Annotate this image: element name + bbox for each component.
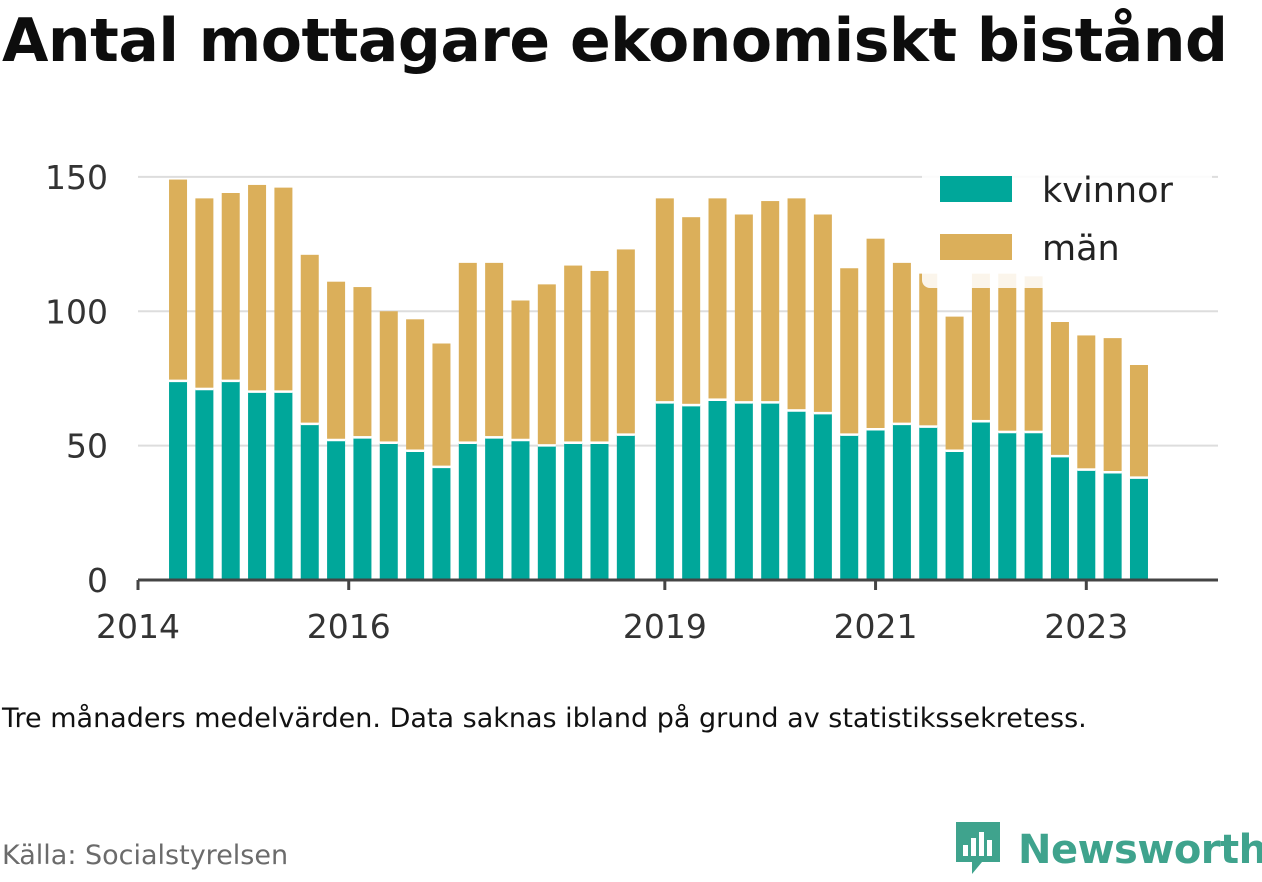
bar-man <box>406 319 425 450</box>
bar-man <box>1050 322 1069 455</box>
bar-kvinnor <box>655 402 674 580</box>
bar-man <box>458 262 477 442</box>
bar-man <box>1103 338 1122 471</box>
bar-man <box>787 198 806 410</box>
bar-man <box>379 311 398 442</box>
legend: kvinnor män <box>922 162 1212 288</box>
bar-man <box>708 198 727 399</box>
bar-kvinnor <box>274 391 293 580</box>
legend-label: män <box>1042 229 1120 269</box>
x-tick-label: 2023 <box>1044 607 1128 646</box>
bar-man <box>866 238 885 428</box>
bar-kvinnor <box>564 442 583 580</box>
x-axis-ticks: 2014 2016 2019 2021 2023 <box>96 580 1128 646</box>
bar-man <box>840 268 859 434</box>
brand[interactable]: Newsworthy <box>952 818 1262 882</box>
bar-man <box>1024 276 1043 431</box>
bar-man <box>485 262 504 437</box>
bar-kvinnor <box>300 424 319 580</box>
bar-kvinnor <box>1024 432 1043 580</box>
bar-kvinnor <box>537 445 556 580</box>
bars <box>169 179 1148 580</box>
bar-kvinnor <box>485 437 504 580</box>
bar-man <box>248 184 267 391</box>
y-tick-label: 50 <box>66 427 108 466</box>
bar-kvinnor <box>892 424 911 580</box>
bar-man <box>919 273 938 426</box>
bar-man <box>327 281 346 439</box>
bar-man <box>195 198 214 388</box>
x-tick-label: 2014 <box>96 607 180 646</box>
bar-kvinnor <box>1077 469 1096 580</box>
bar-kvinnor <box>1103 472 1122 580</box>
y-tick-label: 0 <box>87 561 108 600</box>
bar-man <box>353 287 372 437</box>
bar-kvinnor <box>998 432 1017 580</box>
footnote: Tre månaders medelvärden. Data saknas ib… <box>2 703 1087 734</box>
bar-man <box>221 193 240 380</box>
source-text: Källa: Socialstyrelsen <box>2 840 289 871</box>
bar-man <box>682 217 701 404</box>
bar-kvinnor <box>353 437 372 580</box>
bar-kvinnor <box>248 391 267 580</box>
bar-kvinnor <box>1050 456 1069 580</box>
bar-kvinnor <box>327 440 346 580</box>
bar-kvinnor <box>432 467 451 580</box>
bar-man <box>616 249 635 434</box>
bar-kvinnor <box>734 402 753 580</box>
bar-man <box>1129 365 1148 477</box>
bar-man <box>761 201 780 402</box>
bar-man <box>1077 335 1096 469</box>
bar-kvinnor <box>866 429 885 580</box>
bar-kvinnor <box>761 402 780 580</box>
bar-kvinnor <box>708 399 727 580</box>
legend-label: kvinnor <box>1042 171 1173 211</box>
bar-kvinnor <box>195 389 214 580</box>
bar-man <box>564 265 583 442</box>
bar-kvinnor <box>406 451 425 580</box>
bar-kvinnor <box>616 434 635 580</box>
stacked-bar-chart: 0 50 100 150 2014 2016 2019 2021 2023 kvinnor mä… <box>45 158 1218 646</box>
x-tick-label: 2019 <box>623 607 707 646</box>
bar-man <box>892 262 911 423</box>
bar-man <box>274 187 293 391</box>
bar-man <box>813 214 832 412</box>
y-axis-ticks: 0 50 100 150 <box>45 158 108 600</box>
bar-kvinnor <box>787 410 806 580</box>
bar-kvinnor <box>379 442 398 580</box>
bar-kvinnor <box>840 434 859 580</box>
bar-kvinnor <box>682 405 701 580</box>
bar-man <box>998 273 1017 431</box>
legend-swatch-kvinnor <box>940 176 1012 202</box>
bar-man <box>590 270 609 442</box>
bar-man <box>971 273 990 420</box>
bar-kvinnor <box>221 381 240 580</box>
bar-man <box>300 254 319 423</box>
y-tick-label: 100 <box>45 292 108 331</box>
bar-kvinnor <box>1129 477 1148 580</box>
bar-man <box>655 198 674 402</box>
bar-kvinnor <box>971 421 990 580</box>
chart-title: Antal mottagare ekonomiskt bistånd <box>2 6 1228 76</box>
brand-name: Newsworthy <box>1018 827 1262 873</box>
bar-man <box>734 214 753 402</box>
bar-man <box>537 284 556 445</box>
bar-kvinnor <box>813 413 832 580</box>
bar-kvinnor <box>945 451 964 580</box>
x-tick-label: 2021 <box>834 607 918 646</box>
bar-kvinnor <box>458 442 477 580</box>
legend-swatch-man <box>940 234 1012 260</box>
bar-kvinnor <box>511 440 530 580</box>
bar-man <box>945 316 964 450</box>
x-tick-label: 2016 <box>307 607 391 646</box>
bar-kvinnor <box>919 426 938 580</box>
bar-kvinnor <box>590 442 609 580</box>
bar-man <box>169 179 188 380</box>
bar-man <box>432 343 451 466</box>
newsworthy-logo-icon <box>952 818 1004 882</box>
y-tick-label: 150 <box>45 158 108 197</box>
bar-kvinnor <box>169 381 188 580</box>
bar-man <box>511 300 530 439</box>
